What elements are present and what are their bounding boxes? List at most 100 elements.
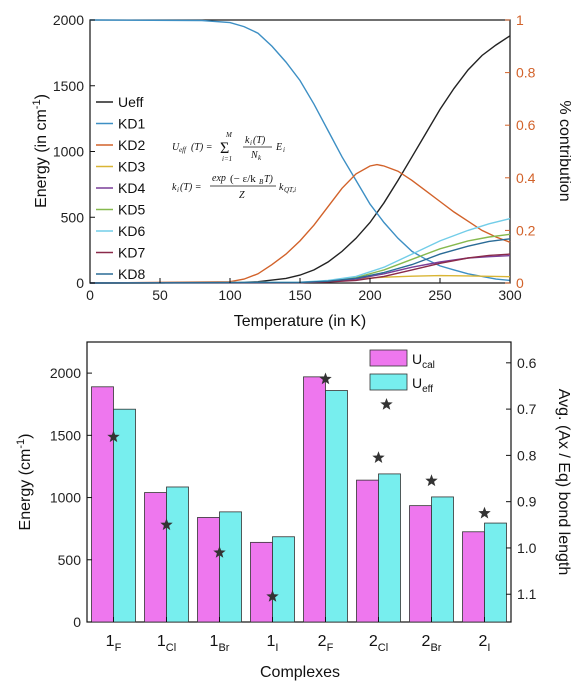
svg-text:i: i (177, 186, 179, 194)
category-label: 2F (318, 633, 334, 654)
bottom-y-tick-label: 1500 (50, 427, 81, 443)
bar-eff-7 (485, 523, 507, 622)
top-y2-tick-label: 0.4 (516, 170, 536, 186)
legend-label-kd2: KD2 (118, 137, 145, 153)
svg-text:M: M (225, 131, 233, 139)
legend-label-kd6: KD6 (118, 223, 145, 239)
category-label: 1Br (210, 633, 230, 654)
svg-text:(− ε/k: (− ε/k (230, 173, 256, 185)
bottom-y2-tick-label: 0.8 (517, 447, 537, 463)
top-y2-tick-label: 0.6 (516, 117, 536, 133)
bar-eff-3 (273, 537, 295, 622)
bottom-chart: 0 500 1000 1500 2000 0.6 0.7 0.8 0.9 1.0 1.1 1F 1C… (15, 342, 571, 681)
legend-label-kd3: KD3 (118, 159, 145, 175)
bottom-y-tick-label: 500 (58, 552, 82, 568)
svg-text:E: E (275, 142, 282, 153)
bar-eff-6 (432, 497, 454, 622)
bottom-y2-axis-label: Avg. (Ax / Eq) bond length (555, 389, 571, 575)
bottom-legend: Ucal Ueff (370, 350, 435, 395)
top-x-tick-label: 250 (428, 287, 452, 303)
category-label: 2Cl (369, 633, 388, 654)
bar-cal-5 (357, 480, 379, 622)
top-y-ticks: 0 500 1000 1500 2000 (53, 12, 95, 291)
bond-length-star (425, 474, 437, 486)
legend-label-eff: Ueff (412, 375, 433, 395)
legend-label-kd1: KD1 (118, 116, 145, 132)
bar-cal-0 (92, 387, 114, 622)
bar-cal-6 (410, 506, 432, 622)
bond-length-star (380, 398, 392, 410)
svg-text:(T) =: (T) = (180, 182, 201, 193)
bar-cal-4 (304, 377, 326, 622)
bar-cal-1 (145, 493, 167, 622)
bar-eff-4 (326, 391, 348, 622)
bond-length-star (478, 507, 490, 519)
svg-text:i: i (283, 146, 285, 154)
legend-label-kd4: KD4 (118, 180, 145, 196)
category-label: 1F (106, 633, 122, 654)
top-x-tick-label: 0 (86, 287, 94, 303)
bottom-y-tick-label: 2000 (50, 365, 81, 381)
series-line-ueff (90, 36, 510, 283)
svg-text:T): T) (264, 174, 274, 185)
series-line-kd6 (90, 219, 510, 283)
bar-eff-2 (220, 512, 242, 622)
category-label: 2I (479, 633, 491, 654)
legend-label-cal: Ucal (412, 351, 435, 371)
top-y-tick-label: 1500 (53, 78, 84, 94)
svg-text:i=1: i=1 (222, 155, 232, 163)
bond-length-star (372, 451, 384, 463)
bottom-y2-tick-label: 0.6 (517, 355, 537, 371)
top-x-tick-label: 200 (358, 287, 382, 303)
top-y-axis-label: Energy (in cm-1) (31, 94, 50, 208)
svg-text:QT,i: QT,i (284, 186, 296, 194)
bottom-x-axis-label: Complexes (260, 664, 340, 681)
bar-cal-2 (198, 517, 220, 622)
svg-text:(T) =: (T) = (191, 142, 212, 153)
legend-label-ueff: Ueff (118, 94, 144, 110)
bottom-y-tick-label: 0 (73, 614, 81, 630)
bottom-y-axis-label: Energy (cm-1) (15, 434, 34, 531)
top-y-tick-label: 2000 (53, 12, 84, 28)
bottom-y-ticks: 0 500 1000 1500 2000 (50, 365, 92, 630)
legend-label-kd8: KD8 (118, 266, 145, 282)
bottom-y2-tick-label: 0.7 (517, 401, 537, 417)
bottom-y2-tick-label: 0.9 (517, 494, 537, 510)
category-label: 2Br (422, 633, 442, 654)
top-y-tick-label: 500 (61, 209, 85, 225)
svg-text:exp: exp (212, 173, 226, 184)
top-x-tick-label: 100 (218, 287, 242, 303)
top-plot-frame (90, 20, 510, 283)
top-y2-tick-label: 0.8 (516, 65, 536, 81)
top-y2-axis-label: % contribution (556, 100, 571, 201)
bar-cal-3 (251, 542, 273, 622)
bottom-y-tick-label: 1000 (50, 490, 81, 506)
legend-swatch-eff (370, 374, 407, 390)
series-line-kd2 (90, 165, 510, 283)
top-y2-tick-label: 1 (516, 12, 524, 28)
top-x-tick-label: 150 (288, 287, 312, 303)
top-y-tick-label: 0 (76, 275, 84, 291)
top-legend: Ueff KD1 KD2 KD3 KD4 KD5 KD6 KD7 KD8 (96, 94, 145, 282)
bar-cal-7 (463, 532, 485, 622)
legend-label-kd5: KD5 (118, 202, 145, 218)
bottom-y2-tick-label: 1.0 (517, 540, 537, 556)
top-series-lines (90, 20, 510, 283)
legend-label-kd7: KD7 (118, 245, 145, 261)
top-x-axis-label: Temperature (in K) (234, 313, 367, 330)
bar-eff-1 (167, 487, 189, 622)
category-label: 1I (267, 633, 279, 654)
top-chart: 0 50 100 150 200 250 300 0 500 1000 1500 2000 0 0.2… (31, 12, 571, 330)
category-label: 1Cl (157, 633, 176, 654)
bottom-y2-tick-label: 1.1 (517, 586, 537, 602)
bottom-bars (92, 377, 507, 622)
legend-swatch-cal (370, 350, 407, 366)
bar-eff-5 (379, 474, 401, 622)
svg-text:i: i (250, 139, 252, 147)
svg-text:k: k (258, 154, 262, 162)
svg-text:Z: Z (239, 190, 245, 201)
top-y2-tick-label: 0 (516, 275, 524, 291)
svg-text:eff: eff (179, 146, 187, 154)
